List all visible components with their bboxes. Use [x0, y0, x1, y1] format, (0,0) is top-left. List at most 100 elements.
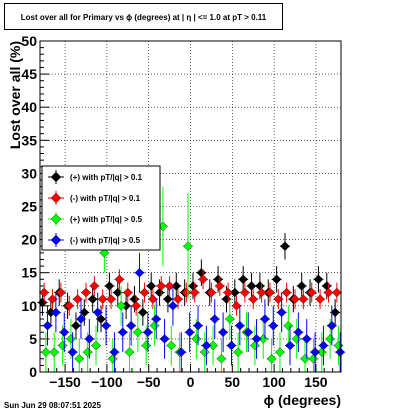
data-point [124, 347, 135, 357]
data-point [268, 320, 279, 331]
data-point [51, 307, 61, 318]
data-point [151, 314, 162, 324]
data-point [104, 281, 115, 291]
data-point [323, 287, 334, 298]
legend-label: (+) with pT/|q| > 0.5 [70, 215, 143, 224]
data-point [39, 287, 49, 298]
data-point [193, 320, 203, 331]
y-tick-label: 40 [21, 99, 37, 115]
x-tick-label: 50 [225, 374, 241, 390]
data-point [298, 294, 309, 304]
data-point [248, 294, 258, 304]
data-point [318, 340, 329, 351]
y-tick-label: 20 [21, 232, 37, 248]
y-tick-label: 50 [21, 33, 37, 49]
data-point [327, 320, 337, 331]
data-point [238, 274, 248, 285]
data-point [154, 287, 165, 298]
data-point [322, 281, 332, 291]
data-point [163, 294, 173, 304]
data-point [266, 353, 277, 364]
legend-marker [50, 234, 62, 246]
data-point [291, 334, 302, 344]
data-point [87, 294, 98, 304]
data-point [221, 294, 232, 304]
data-point [131, 301, 141, 311]
data-point [201, 340, 212, 351]
data-point [146, 281, 156, 291]
legend-label: (-) with pT/|q| > 0.5 [70, 236, 141, 245]
data-point [143, 327, 153, 338]
series-layer [37, 186, 346, 372]
data-point [183, 241, 193, 252]
data-point [240, 287, 250, 298]
data-point [214, 281, 225, 291]
data-point [64, 301, 75, 311]
data-point [196, 267, 207, 278]
legend-label: (+) with pT/|q| > 0.1 [70, 173, 143, 182]
data-point [198, 274, 208, 285]
data-point [107, 353, 118, 364]
data-point [109, 347, 120, 357]
data-point [256, 287, 267, 298]
x-tick-label: −100 [91, 374, 123, 390]
data-point [335, 347, 345, 357]
data-point [276, 307, 287, 318]
data-point [101, 320, 111, 331]
data-point [246, 281, 257, 291]
data-point [333, 340, 344, 351]
x-axis-label: ϕ (degrees) [264, 392, 341, 408]
plot-frame [39, 40, 342, 373]
y-tick-label: 15 [21, 265, 37, 281]
data-point [42, 320, 53, 331]
legend-label: (-) with pT/|q| > 0.1 [70, 194, 141, 203]
data-point [199, 347, 210, 357]
data-point [271, 274, 282, 285]
data-point [173, 294, 183, 304]
data-point [296, 281, 307, 291]
data-point [265, 287, 275, 298]
data-point [133, 327, 143, 338]
data-point [149, 320, 160, 331]
x-tick-label: 0 [187, 374, 195, 390]
data-point [148, 294, 158, 304]
data-point [191, 334, 202, 344]
data-point [134, 267, 145, 278]
timestamp: Sun Jun 29 08:07:51 2025 [4, 401, 101, 410]
data-point [71, 320, 81, 331]
data-point [184, 327, 195, 338]
data-point [243, 327, 253, 338]
data-point [306, 287, 317, 298]
y-tick-label: 25 [21, 199, 37, 215]
data-point [41, 347, 51, 357]
data-point [57, 340, 68, 351]
data-point [206, 287, 217, 298]
data-point [313, 274, 324, 285]
data-point [138, 307, 148, 318]
data-point [82, 347, 93, 357]
data-point [290, 294, 300, 304]
data-point [139, 287, 150, 298]
data-point [213, 274, 223, 285]
data-point [325, 334, 335, 344]
data-point [250, 340, 260, 351]
data-point [72, 294, 83, 304]
data-point [66, 334, 76, 344]
data-point [235, 320, 245, 331]
chart-title: Lost over all for Primary vs ϕ (degrees)… [4, 3, 283, 30]
data-point [59, 327, 70, 338]
data-point [255, 281, 265, 291]
legend-marker [50, 171, 62, 183]
data-point [225, 314, 235, 324]
data-point [99, 248, 110, 258]
y-tick-label: 35 [21, 132, 37, 148]
data-point [226, 340, 237, 351]
data-point [114, 274, 125, 285]
data-point [76, 314, 86, 324]
legend-marker [50, 213, 62, 225]
data-point [251, 334, 262, 344]
data-point [168, 301, 178, 311]
data-point [89, 281, 100, 291]
y-axis-label: Lost over all (%) [7, 41, 23, 149]
data-point [230, 287, 240, 298]
